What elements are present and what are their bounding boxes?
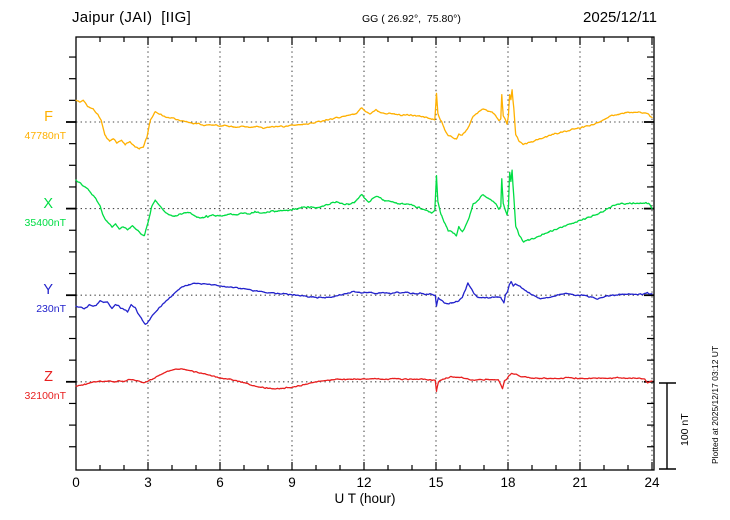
x-tick-label-6: 6 (216, 475, 224, 490)
x-tick-label-12: 12 (356, 475, 372, 490)
x-tick-label-15: 15 (428, 475, 444, 490)
trace-baseline-value-Z: 32100nT (24, 389, 66, 402)
scale-bar-label: 100 nT (679, 413, 691, 446)
plotted-at-note: Plotted at 2025/12/17 03:12 UT (710, 345, 720, 464)
station-title: Jaipur (JAI) [IIG] (72, 9, 192, 26)
trace-letter-Y: Y (43, 282, 53, 299)
trace-letter-X: X (43, 195, 53, 212)
geographic-coordinates: GG ( 26.92°, 75.80°) (362, 13, 461, 25)
plot-date: 2025/12/11 (583, 9, 657, 26)
trace-baseline-value-F: 47780nT (24, 130, 66, 142)
plot-border (75, 36, 655, 471)
trace-F (75, 89, 653, 150)
trace-baseline-value-Y: 230nT (36, 303, 66, 316)
x-tick-label-21: 21 (572, 475, 588, 490)
x-tick-label-18: 18 (500, 475, 516, 490)
x-axis-title: U T (hour) (334, 491, 396, 506)
trace-letter-F: F (44, 109, 53, 125)
trace-letter-Z: Z (44, 368, 53, 385)
trace-Y (75, 280, 653, 325)
x-tick-label-0: 0 (72, 475, 80, 490)
trace-Z (75, 368, 653, 393)
trace-X (75, 169, 653, 243)
x-tick-label-24: 24 (644, 475, 660, 490)
x-tick-label-9: 9 (288, 475, 296, 490)
trace-baseline-value-X: 35400nT (24, 216, 66, 229)
x-tick-label-3: 3 (144, 475, 152, 490)
